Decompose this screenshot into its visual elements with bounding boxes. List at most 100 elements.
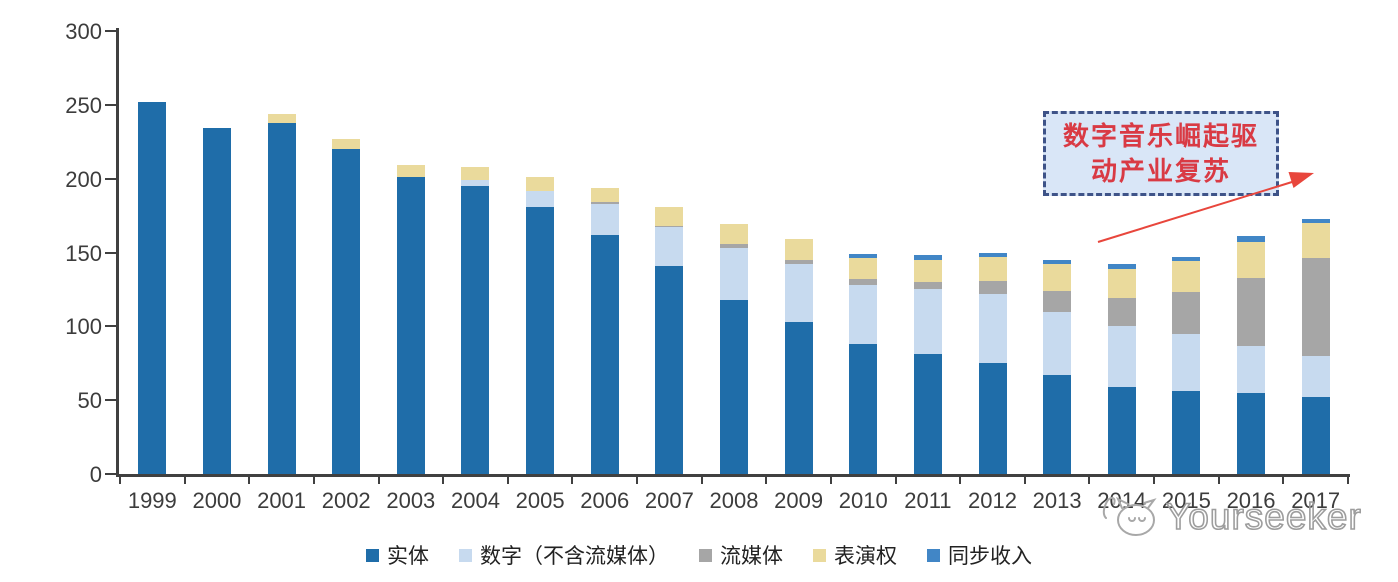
x-tick [1347,477,1349,484]
legend-label: 表演权 [834,545,897,568]
x-tick [700,477,703,484]
stacked-bar-2002 [332,138,361,474]
x-tick-label: 2001 [257,488,307,513]
y-tick [105,325,116,328]
legend-swatch-icon [927,548,940,562]
bar-segment [1043,264,1072,291]
bar-column-2017 [1283,31,1348,474]
bar-segment [784,259,813,265]
y-axis-line [116,28,119,477]
stacked-bar-2013 [1043,259,1072,474]
bar-segment [978,363,1007,474]
x-tick-label: 2017 [1291,488,1341,513]
legend-item: 数字（不含流媒体） [459,540,669,570]
legend-item: 表演权 [813,540,897,570]
x-tick-label: 2003 [386,488,436,513]
bar-segment [1237,392,1266,474]
bar-segment [1107,298,1136,327]
bar-segment [849,344,878,474]
bar-segment [913,282,942,290]
bar-segment [526,190,555,207]
bar-segment [784,321,813,474]
bar-segment [461,166,490,181]
bar-column-2016 [1219,31,1284,474]
bar-segment [526,177,555,191]
bar-segment [461,186,490,474]
x-tick [119,477,121,484]
bar-segment [1172,391,1201,474]
stacked-bar-2011 [913,255,942,474]
y-tick-label: 300 [65,19,102,44]
bar-segment [1172,256,1201,262]
bar-segment [1301,218,1330,223]
bar-segment [719,224,748,244]
bar-segment [1301,397,1330,474]
x-tick [894,477,897,484]
bar-column-2000 [185,31,250,474]
x-tick [959,477,962,484]
legend-item: 实体 [366,540,429,570]
bar-segment [590,234,619,474]
y-tick-label: 50 [77,388,102,414]
legend-swatch-icon [699,548,712,562]
x-axis-line [116,474,1350,477]
bar-column-2007 [637,31,702,474]
bar-segment [978,252,1007,257]
bar-segment [849,279,878,285]
x-tick [506,477,509,484]
stacked-bar-2005 [526,177,555,474]
bar-segment [267,113,296,123]
y-tick-label: 150 [65,240,102,266]
bar-segment [1107,386,1136,474]
bar-column-2015 [1154,31,1219,474]
x-tick [248,477,251,484]
legend-label: 数字（不含流媒体） [480,545,669,568]
bar-segment [526,206,555,474]
bar-segment [719,299,748,474]
bar-segment [1301,258,1330,356]
bar-segment [396,177,425,474]
x-tick-label: 2007 [644,488,694,513]
y-tick [105,473,116,475]
stacked-bar-2000 [202,128,231,474]
bar-segment [590,202,619,204]
y-tick-label: 250 [65,92,102,118]
bar-segment [267,122,296,474]
bar-segment [1043,290,1072,312]
stacked-bar-2016 [1237,236,1266,474]
bar-segment [1107,326,1136,387]
bar-segment [1172,333,1201,392]
x-tick-label: 2012 [968,488,1017,513]
bar-column-2001 [249,31,314,474]
bar-segment [461,180,490,187]
bar-segment [1043,311,1072,376]
x-tick-label: 2010 [838,488,888,513]
bar-segment [655,265,684,474]
stacked-bar-2006 [590,187,619,474]
bar-segment [1237,345,1266,393]
watermark-text: Yourseeker [1165,495,1362,538]
bar-segment [849,258,878,280]
annotation-box: 数字音乐崛起驱 动产业复苏 [1043,111,1279,196]
legend-item: 流媒体 [699,540,783,570]
bar-segment [719,243,748,249]
y-tick-label: 200 [65,166,102,192]
stacked-bar-2003 [396,165,425,474]
bar-column-2008 [702,31,767,474]
bar-segment [849,254,878,259]
legend-swatch-icon [813,548,826,562]
bar-segment [1237,242,1266,278]
bar-segment [913,259,942,283]
bar-segment [784,239,813,260]
x-tick [312,477,315,484]
x-tick [1088,477,1091,484]
bar-segment [1107,264,1136,269]
stacked-bar-2004 [461,166,490,474]
legend-swatch-icon [366,548,379,562]
bar-segment [913,354,942,474]
bar-segment [655,225,684,228]
y-axis-ticks [105,30,116,475]
x-tick-label: 2005 [515,488,565,513]
bar-column-2003 [379,31,444,474]
bar-segment [784,264,813,322]
